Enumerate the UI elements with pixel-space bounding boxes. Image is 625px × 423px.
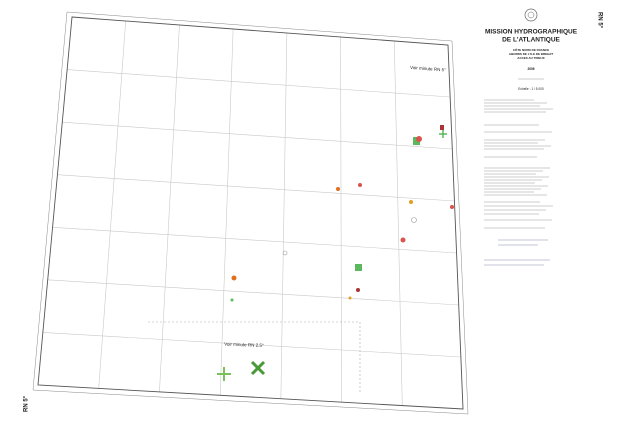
map-grid: [42, 20, 461, 406]
sub-area-outline: [148, 321, 361, 392]
grid-line: [47, 279, 459, 306]
symbol: [230, 298, 234, 302]
symbol: [413, 137, 420, 145]
grid-line: [42, 332, 461, 358]
subtitle: CÔTE NORD DE FRANCE: [513, 47, 549, 52]
symbol: [358, 183, 362, 187]
logo: [527, 11, 535, 19]
symbol: [348, 296, 352, 300]
symbol: [439, 130, 447, 138]
grid-line: [159, 24, 180, 392]
outer-frame: [32, 11, 469, 415]
symbol: [400, 237, 406, 243]
logo: [524, 8, 538, 22]
symbol: [450, 205, 454, 209]
symbol: [231, 275, 237, 281]
title: MISSION HYDROGRAPHIQUE: [485, 29, 578, 36]
symbol: [416, 136, 422, 142]
symbol: [356, 288, 360, 292]
corner-label: RN 5°: [24, 395, 30, 412]
grid-line: [52, 226, 457, 254]
map-frame: [37, 16, 464, 410]
body-text: [484, 99, 553, 229]
annotation: Voir minute RN 2.5°: [224, 341, 264, 347]
corner-label: RN 5°: [596, 12, 602, 29]
grid-line: [98, 20, 127, 389]
symbol: [440, 125, 444, 130]
grid-line: [393, 40, 403, 406]
title: DE L'ATLANTIQUE: [502, 37, 560, 44]
symbol: [409, 200, 413, 204]
grid-line: [67, 69, 451, 98]
grid-line: [57, 174, 455, 202]
survey-symbols: [217, 125, 454, 381]
symbol: [250, 360, 266, 376]
scale: Echelle : 1 / 5 000: [518, 87, 544, 91]
symbol: [282, 250, 288, 256]
grid-line: [219, 28, 234, 396]
symbol: [217, 367, 231, 381]
subtitle: ABORDS DE L'ILE DE BREHAT: [509, 52, 553, 56]
symbol: [336, 187, 340, 191]
symbol: [411, 217, 417, 223]
symbol: [355, 264, 362, 271]
annotation: Voir minute RN 5°: [410, 65, 446, 73]
subtitle: ACCES AU TRIEUX: [517, 56, 544, 60]
year: 2006: [527, 67, 534, 71]
grid-line: [340, 36, 342, 403]
grid-line: [62, 121, 453, 150]
grid-line: [280, 32, 288, 399]
handwritten-note: [484, 239, 550, 266]
